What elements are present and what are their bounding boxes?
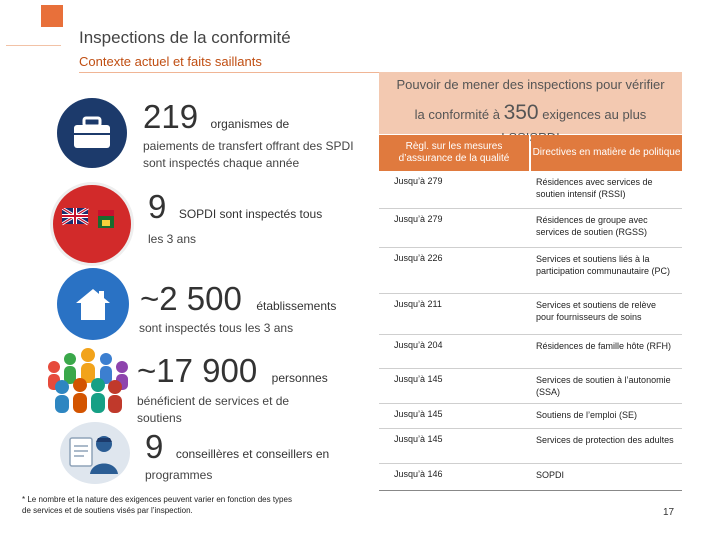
table-header-post: exigences au plus bbox=[542, 106, 647, 122]
service-cell: Services et soutiens liés à la participa… bbox=[536, 254, 671, 276]
briefcase-icon bbox=[57, 98, 127, 168]
service-cell: Soutiens de l’emploi (SE) bbox=[536, 410, 638, 420]
stat-unit: établissements bbox=[256, 299, 337, 313]
requirements-cell: Jusqu’à 226 bbox=[394, 253, 443, 263]
house-icon bbox=[57, 268, 129, 340]
stat-organisms: 219 organismes de bbox=[143, 98, 289, 136]
stat-continuation: sont inspectés tous les 3 ans bbox=[139, 321, 294, 335]
table-header-line2: la conformité à 350 exigences au plus bbox=[379, 97, 682, 129]
requirements-cell: Jusqu’à 145 bbox=[394, 409, 443, 419]
service-cell: Services de soutien à l’autonomie (SSA) bbox=[536, 375, 671, 397]
requirements-cell: Jusqu’à 204 bbox=[394, 340, 443, 350]
service-cell: Services et soutiens de relève pour four… bbox=[536, 300, 657, 322]
row-separator bbox=[379, 208, 682, 209]
page-title: Inspections de la conformité bbox=[79, 28, 291, 47]
stat-advisors: 9 conseillères et conseillers en bbox=[145, 428, 329, 466]
stat-sopdi: 9 SOPDI sont inspectés tous bbox=[148, 188, 322, 226]
service-cell: SOPDI bbox=[536, 470, 565, 480]
requirements-cell: Jusqu’à 145 bbox=[394, 374, 443, 384]
table-header-line1: Pouvoir de mener des inspections pour vé… bbox=[396, 77, 665, 92]
stat-unit: organismes de bbox=[210, 117, 290, 131]
stat-persons: ~17 900 personnes bbox=[137, 352, 328, 390]
service-cell: Résidences de famille hôte (RFH) bbox=[536, 341, 672, 351]
table-header-pre: la conformité à bbox=[414, 106, 500, 122]
page-number: 17 bbox=[663, 507, 675, 518]
footnote: * Le nombre et la nature des exigences p… bbox=[22, 495, 292, 515]
row-separator bbox=[379, 463, 682, 464]
row-separator bbox=[379, 247, 682, 248]
stat-continuation: les 3 ans bbox=[148, 232, 197, 246]
requirements-cell: Jusqu’à 146 bbox=[394, 469, 443, 479]
page-subtitle: Contexte actuel et faits saillants bbox=[79, 54, 262, 69]
service-cell: Services de protection des adultes bbox=[536, 435, 674, 445]
logo-divider bbox=[6, 45, 61, 46]
ontario-flag-icon bbox=[50, 182, 134, 266]
logo-square bbox=[41, 5, 63, 27]
stat-number: 9 bbox=[148, 188, 167, 225]
stat-number: 219 bbox=[143, 98, 199, 135]
advisor-icon bbox=[60, 422, 130, 484]
stat-continuation: bénéficient de services et de soutiens bbox=[137, 394, 290, 425]
row-separator bbox=[379, 334, 682, 335]
stat-number: 9 bbox=[145, 428, 164, 465]
requirements-cell: Jusqu’à 145 bbox=[394, 434, 443, 444]
stat-continuation: programmes bbox=[145, 468, 213, 482]
row-separator bbox=[379, 368, 682, 369]
stat-unit: conseillères et conseillers en bbox=[175, 447, 330, 461]
table-header-number: 350 bbox=[503, 100, 539, 124]
stat-continuation: paiements de transfert offrant des SPDI … bbox=[143, 139, 354, 170]
row-separator bbox=[379, 428, 682, 429]
requirements-cell: Jusqu’à 279 bbox=[394, 176, 443, 186]
table-bottom-border bbox=[379, 490, 682, 491]
stat-number: ~17 900 bbox=[137, 352, 258, 389]
stat-establishments: ~2 500 établissements bbox=[140, 280, 336, 318]
stat-unit: SOPDI sont inspectés tous bbox=[178, 207, 323, 221]
people-group-icon bbox=[40, 345, 136, 415]
column-header-directives: Directives en matière de politique bbox=[531, 135, 682, 171]
service-cell: Résidences de groupe avec services de so… bbox=[536, 215, 648, 237]
stat-unit: personnes bbox=[271, 371, 328, 385]
row-separator bbox=[379, 293, 682, 294]
column-header-quality: Règl. sur les mesures d’assurance de la … bbox=[379, 135, 529, 171]
requirements-cell: Jusqu’à 211 bbox=[394, 299, 442, 309]
requirements-cell: Jusqu’à 279 bbox=[394, 214, 443, 224]
row-separator bbox=[379, 403, 682, 404]
service-cell: Résidences avec services de soutien inte… bbox=[536, 177, 653, 199]
stat-number: ~2 500 bbox=[140, 280, 242, 317]
table-header: Pouvoir de mener des inspections pour vé… bbox=[379, 72, 682, 145]
